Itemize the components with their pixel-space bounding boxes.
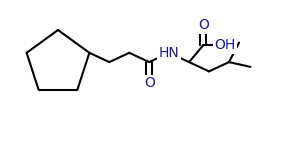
Text: O: O [144,76,155,90]
Text: O: O [198,18,209,32]
Text: OH: OH [215,38,236,52]
Text: HN: HN [159,46,180,60]
